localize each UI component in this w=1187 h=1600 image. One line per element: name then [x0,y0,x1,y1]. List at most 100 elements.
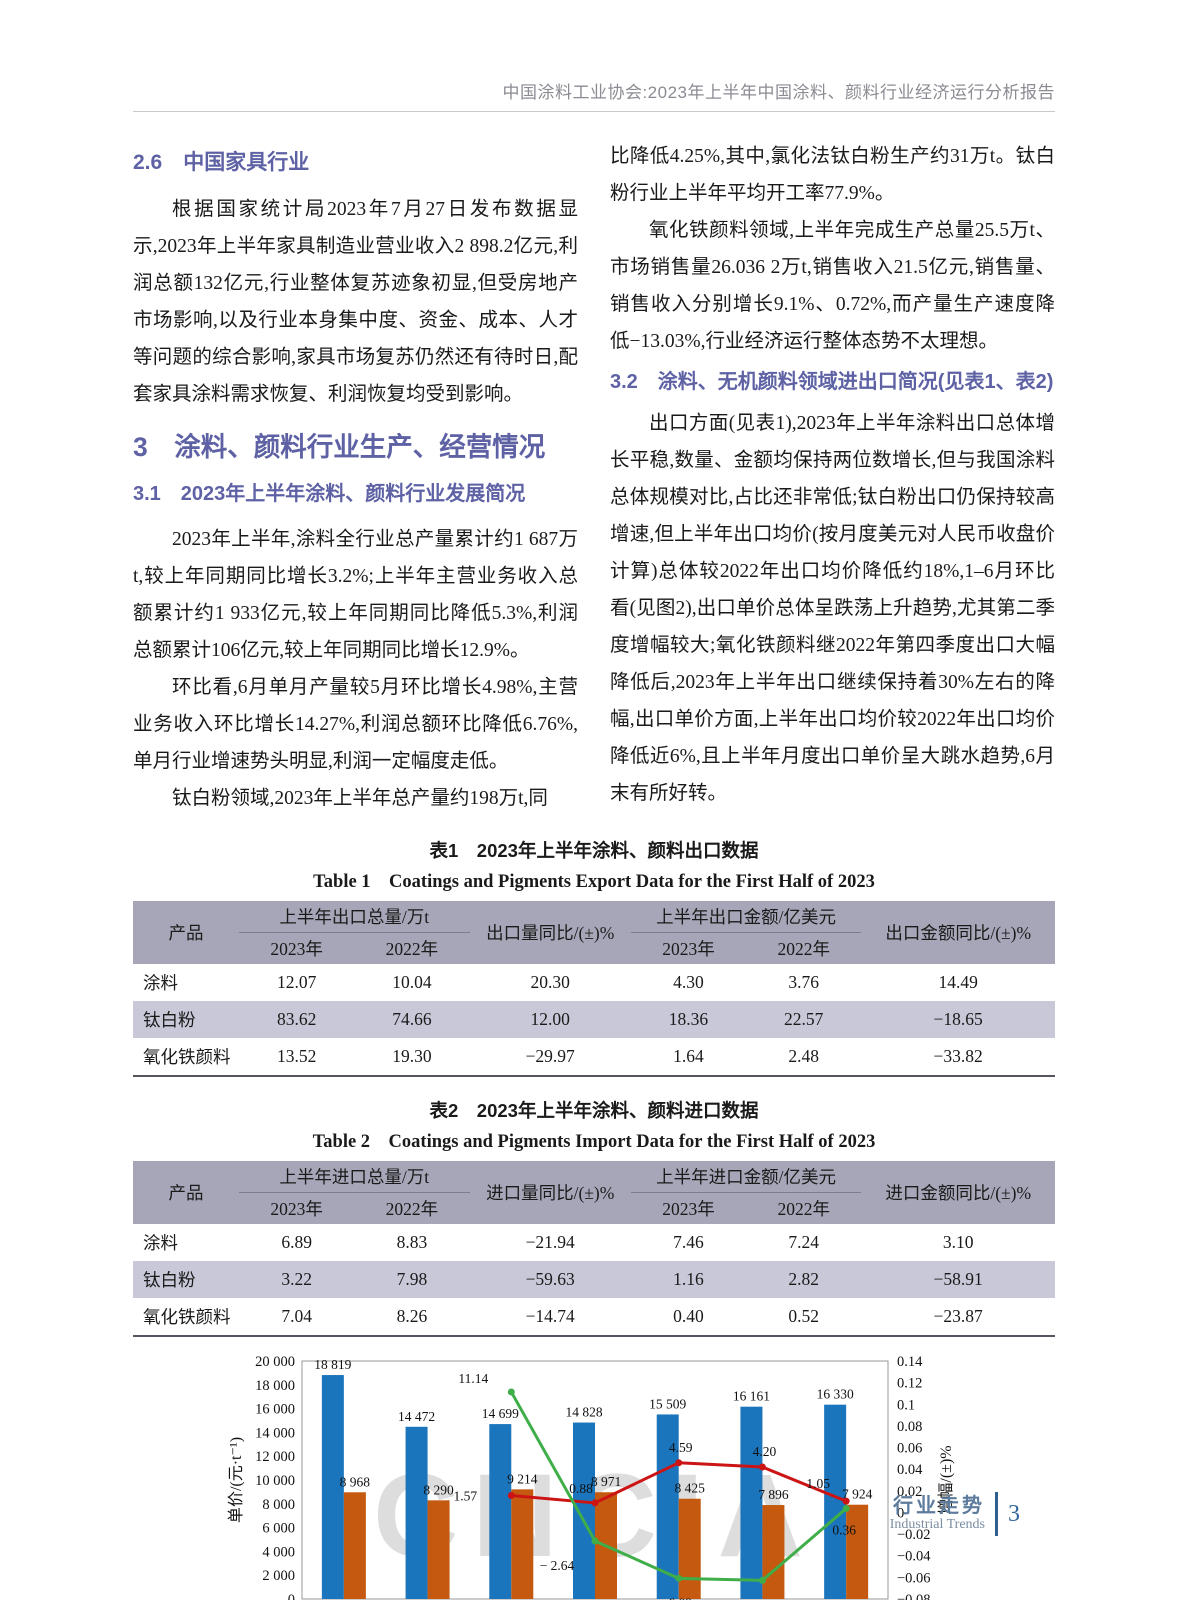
bar-value-label: 8 968 [340,1474,371,1489]
bar-iron-oxide [511,1489,534,1599]
line-value-label: 0.36 [832,1523,856,1538]
footer-divider [995,1492,998,1536]
col-header-qty-group: 上半年进口总量/万t [239,1161,470,1193]
value-cell: 1.16 [673,1269,704,1289]
product-cell: 钛白粉 [143,1270,196,1290]
line-marker [591,1499,599,1507]
value-cell: 8.83 [396,1232,428,1252]
section-3-1-heading: 3.1 2023年上半年涂料、颜料行业发展简况 [133,483,526,505]
y-right-tick: 0 [897,1505,904,1521]
col-header-qty-yoy: 出口量同比/(±)% [469,901,631,964]
section-3-2-heading: 3.2 涂料、无机颜料领域进出口简况(见表1、表2) [610,371,1054,393]
y-right-tick: 0.08 [897,1419,922,1435]
line-value-label: 1.57 [453,1488,477,1503]
value-cell: 10.04 [392,972,432,992]
value-cell: 0.40 [673,1306,704,1326]
export-data-table: 产品 上半年出口总量/万t 出口量同比/(±)% 上半年出口金额/亿美元 出口金… [133,901,1055,1077]
value-cell: −29.97 [525,1046,575,1066]
value-cell: 13.52 [276,1046,317,1066]
y-left-tick: 4 000 [262,1544,295,1560]
y-right-tick: 0.02 [897,1484,922,1500]
value-cell: −21.94 [525,1232,575,1252]
paragraph: 钛白粉领域,2023年上半年总产量约198万t,同 [172,788,548,809]
value-cell: −23.87 [933,1306,983,1326]
y-left-tick: 14 000 [255,1425,295,1441]
col-header-product: 产品 [133,901,240,964]
line-value-label: 4.59 [669,1440,693,1455]
y-left-tick: 10 000 [255,1473,295,1489]
line-marker [675,1574,683,1582]
col-header-qty-yoy: 进口量同比/(±)% [469,1161,631,1224]
col-header-2022: 2022年 [746,932,862,964]
line-value-label: 1.05 [806,1476,830,1491]
value-cell: 18.36 [668,1009,709,1029]
col-header-2023: 2023年 [630,932,747,964]
line-marker [675,1459,683,1467]
body-columns: 2.6 中国家具行业 根据国家统计局2023年7月27日发布数据显示,2023年… [133,138,1055,817]
bar-titanium-dioxide [573,1422,595,1599]
value-cell: 22.57 [784,1009,824,1029]
value-cell: −14.74 [525,1306,575,1326]
bar-value-label: 18 819 [314,1357,351,1372]
right-column: 比降低4.25%,其中,氯化法钛白粉生产约31万t。钛白粉行业上半年平均开工率7… [610,138,1055,817]
value-cell: 12.00 [530,1009,570,1029]
y-left-tick: 20 000 [255,1354,295,1370]
table-row: 钛白粉 3.22 7.98 −59.63 1.16 2.82 −58.91 [133,1261,1055,1298]
paragraph: 氧化铁颜料领域,上半年完成生产总量25.5万t、市场销售量26.036 2万t,… [610,220,1055,352]
y-left-tick: 8 000 [262,1497,295,1513]
value-cell: 74.66 [392,1009,432,1029]
value-cell: 6.89 [281,1232,312,1252]
value-cell: −18.65 [933,1009,983,1029]
col-header-amt-yoy: 进口金额同比/(±)% [861,1161,1055,1224]
paragraph: 出口方面(见表1),2023年上半年涂料出口总体增长平稳,数量、金额均保持两位数… [610,413,1055,804]
section-2-6-heading: 2.6 中国家具行业 [133,151,310,174]
table-row: 钛白粉 83.62 74.66 12.00 18.36 22.57 −18.65 [133,1001,1055,1038]
y-left-tick: 16 000 [255,1402,295,1418]
value-cell: 3.22 [281,1269,312,1289]
y-left-tick: 18 000 [255,1378,295,1394]
value-cell: 3.10 [942,1232,974,1252]
col-header-amt-yoy: 出口金额同比/(±)% [861,901,1055,964]
y-right-tick: −0.08 [897,1592,931,1600]
product-cell: 氧化铁颜料 [143,1307,231,1327]
table-row: 氧化铁颜料 13.52 19.30 −29.97 1.64 2.48 −33.82 [133,1038,1055,1076]
paragraph: 环比看,6月单月产量较5月环比增长4.98%,主营业务收入环比增长14.27%,… [133,677,578,772]
bar-value-label: 14 828 [565,1405,602,1420]
bar-value-label: 8 425 [675,1481,706,1496]
y-right-tick: −0.04 [897,1549,931,1565]
value-cell: 83.62 [276,1009,317,1029]
col-header-2023: 2023年 [239,1192,355,1224]
col-header-amt-group: 上半年进口金额/亿美元 [630,1161,862,1193]
table2-title-en: Table 2 Coatings and Pigments Import Dat… [312,1132,876,1152]
bar-value-label: 8 971 [591,1474,621,1489]
y-right-tick: 0.14 [897,1354,923,1370]
table-row: 涂料 6.89 8.83 −21.94 7.46 7.24 3.10 [133,1224,1055,1261]
line-value-label: − 2.64 [540,1558,575,1573]
bar-iron-oxide [427,1500,450,1599]
bar-titanium-dioxide [321,1375,344,1599]
line-marker [758,1576,766,1584]
bar-iron-oxide [678,1498,701,1599]
bar-titanium-dioxide [740,1406,763,1599]
header-rule [133,111,1055,112]
value-cell: 0.52 [788,1306,820,1326]
line-marker [842,1497,850,1505]
value-cell: 7.24 [788,1232,820,1252]
footer-section-en: Industrial Trends [889,1517,985,1533]
line-marker [507,1388,515,1396]
line-marker [507,1491,515,1499]
value-cell: 2.48 [788,1046,820,1066]
table2-title-zh: 表2 2023年上半年涂料、颜料进口数据 [429,1100,759,1121]
y-left-tick: 6 000 [262,1521,295,1537]
product-cell: 钛白粉 [143,1010,196,1030]
y-left-tick: 12 000 [255,1449,295,1465]
product-cell: 涂料 [143,1233,178,1253]
bar-value-label: 16 330 [817,1387,854,1402]
table-row: 涂料 12.07 10.04 20.30 4.30 3.76 14.49 [133,964,1055,1001]
paragraph: 2023年上半年,涂料全行业总产量累计约1 687万t,较上年同期同比增长3.2… [133,529,578,661]
bar-titanium-dioxide [489,1424,512,1599]
y-left-tick: 2 000 [262,1568,295,1584]
value-cell: 7.98 [396,1269,428,1289]
